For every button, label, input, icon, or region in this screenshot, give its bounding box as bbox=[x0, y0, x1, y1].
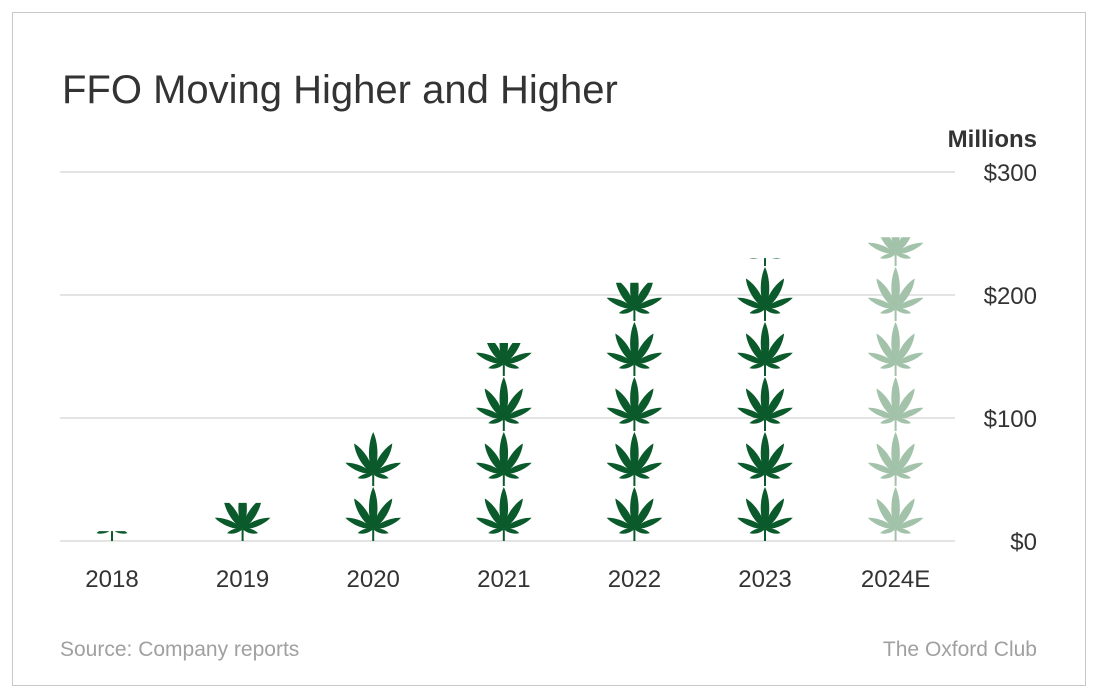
unit-label: Millions bbox=[948, 126, 1037, 153]
cannabis-leaf-icon bbox=[867, 267, 924, 321]
cannabis-leaf-icon bbox=[749, 258, 781, 266]
y-tick-label: $200 bbox=[984, 283, 1037, 310]
x-tick-label: 2023 bbox=[738, 566, 791, 593]
x-tick-label: 2019 bbox=[216, 566, 269, 593]
cannabis-leaf-icon bbox=[867, 377, 924, 431]
cannabis-leaf-icon bbox=[96, 531, 128, 541]
cannabis-leaf-icon bbox=[606, 487, 663, 541]
bar-2022 bbox=[606, 282, 663, 541]
x-tick-label: 2018 bbox=[85, 566, 138, 593]
chart-frame bbox=[12, 12, 1086, 686]
cannabis-leaf-icon bbox=[345, 487, 402, 541]
cannabis-leaf-icon bbox=[475, 342, 532, 376]
cannabis-leaf-icon bbox=[867, 432, 924, 486]
cannabis-leaf-icon bbox=[606, 322, 663, 376]
cannabis-leaf-icon bbox=[737, 322, 793, 376]
cannabis-leaf-icon bbox=[737, 377, 793, 431]
bar-2021 bbox=[475, 342, 532, 541]
source-note: Source: Company reports bbox=[60, 638, 299, 661]
cannabis-leaf-icon bbox=[737, 267, 793, 321]
x-tick-label: 2021 bbox=[477, 566, 530, 593]
x-tick-label: 2022 bbox=[608, 566, 661, 593]
cannabis-leaf-icon bbox=[475, 487, 532, 541]
cannabis-leaf-icon bbox=[867, 322, 924, 376]
bar-2019 bbox=[214, 502, 271, 541]
bar-2020 bbox=[345, 432, 402, 541]
x-tick-label: 2020 bbox=[347, 566, 400, 593]
cannabis-leaf-icon bbox=[867, 237, 924, 266]
cannabis-leaf-icon bbox=[606, 432, 663, 486]
chart-title: FFO Moving Higher and Higher bbox=[62, 68, 618, 112]
brand-credit: The Oxford Club bbox=[883, 638, 1037, 661]
bar-2024E bbox=[867, 237, 924, 541]
y-tick-label: $100 bbox=[984, 406, 1037, 433]
cannabis-leaf-icon bbox=[737, 487, 793, 541]
y-tick-label: $300 bbox=[984, 160, 1037, 187]
cannabis-leaf-icon bbox=[737, 432, 793, 486]
cannabis-leaf-icon bbox=[345, 432, 402, 486]
bar-2018 bbox=[96, 531, 128, 541]
cannabis-leaf-icon bbox=[475, 377, 532, 431]
cannabis-leaf-icon bbox=[606, 377, 663, 431]
y-tick-label: $0 bbox=[1010, 529, 1037, 556]
cannabis-leaf-icon bbox=[475, 432, 532, 486]
cannabis-leaf-icon bbox=[214, 502, 271, 541]
bar-2023 bbox=[737, 258, 793, 541]
cannabis-leaf-icon bbox=[606, 282, 663, 321]
cannabis-leaf-icon bbox=[867, 487, 924, 541]
x-tick-label: 2024E bbox=[861, 566, 930, 593]
